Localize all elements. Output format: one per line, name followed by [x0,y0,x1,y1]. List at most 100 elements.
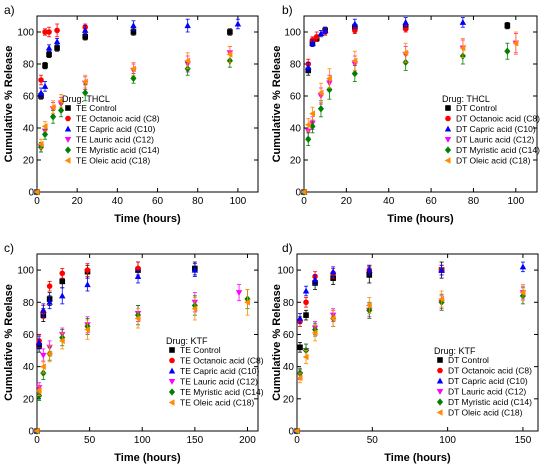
data-point [46,298,53,305]
legend-entry: DT Capric acid (C10) [448,376,528,386]
legend-entry: TE Capric acid (C10) [76,124,156,134]
x-tick-label: 40 [112,196,124,207]
x-tick-label: 50 [84,435,96,446]
data-point [59,292,66,299]
data-point [305,135,312,143]
y-tick-label: 60 [23,92,35,103]
legend-entry: DT Lauric acid (C12) [448,387,526,397]
x-axis-label: Time (hours) [387,213,454,225]
legend-entry: TE Oleic acid (C18) [180,398,254,408]
legend-title: Drug: THCL [62,94,110,104]
y-tick-label: 100 [17,266,34,277]
data-point [184,57,191,65]
data-point [311,329,318,337]
data-point [402,49,409,57]
data-point [351,69,358,78]
legend-marker [445,115,451,122]
legend-marker [436,388,444,395]
data-point [37,140,44,148]
x-tick-label: 0 [301,196,307,207]
series-1 [34,28,233,195]
data-point [303,312,309,318]
legend-marker [437,367,443,374]
y-tick-label: 80 [290,60,302,71]
x-tick-label: 100 [134,435,151,446]
data-point [39,363,46,370]
series-2 [294,264,445,434]
data-point [326,85,333,94]
legend-entry: TE Oleic acid (C18) [76,156,150,166]
legend-entry: TE Octanoic acid (C8) [76,114,160,124]
data-point [59,278,66,285]
y-tick-label: 40 [23,362,35,373]
data-point [317,30,325,37]
data-point [57,97,64,105]
data-point [438,295,445,303]
y-tick-label: 0 [295,188,301,199]
series-1 [294,261,445,434]
legend-marker [169,347,175,353]
data-point [313,34,320,40]
data-point [512,39,519,47]
y-tick-label: 80 [283,298,295,309]
data-point [130,22,137,29]
data-point [33,188,40,196]
data-point [309,110,315,117]
y-tick-label: 0 [28,427,34,438]
data-point [519,263,527,270]
plot-frame [303,15,538,193]
data-point [305,128,312,135]
x-tick-label: 0 [34,196,40,207]
data-point [459,19,467,25]
legend-marker [444,136,452,143]
data-point [300,188,307,196]
x-tick-label: 80 [468,196,480,207]
data-point [82,89,89,97]
y-axis-label: Cumulative % Release [3,46,15,163]
data-point [130,74,137,83]
legend-marker [65,115,71,122]
data-point [184,22,191,29]
legend-marker [436,398,444,406]
legend-marker [168,388,176,396]
y-tick-label: 60 [290,92,302,103]
legend-marker [168,378,176,385]
data-point [46,29,52,35]
x-tick-label: 150 [187,435,204,446]
x-tick-label: 20 [341,196,353,207]
data-point [191,305,198,312]
y-tick-label: 100 [284,28,301,39]
y-tick-label: 20 [23,394,35,405]
series-3 [300,17,467,195]
legend-marker [169,357,175,364]
x-axis-label: Time (hours) [114,452,181,464]
x-tick-label: 40 [383,196,395,207]
legend-marker [168,399,175,406]
data-point [317,89,324,97]
panel-letter: d) [282,241,293,255]
data-point [329,268,337,275]
y-tick-label: 80 [23,298,35,309]
y-tick-label: 100 [17,28,34,39]
x-tick-label: 20 [72,196,84,207]
legend-entry: TE Lauric acid (C12) [76,135,154,145]
legend-marker [436,409,443,416]
data-point [40,306,47,313]
data-point [33,427,40,435]
x-tick-label: 100 [439,435,456,446]
legend-title: Drug: KTF [166,336,208,346]
series-3 [33,263,199,434]
data-point [297,344,303,351]
data-point [130,65,136,73]
data-point [41,123,48,130]
legend-entry: DT Myristic acid (C14) [456,145,540,155]
data-point [81,78,88,85]
data-point [459,44,466,52]
data-point [302,287,310,294]
series-6 [293,284,526,435]
data-point [40,352,47,359]
data-point [235,290,243,296]
